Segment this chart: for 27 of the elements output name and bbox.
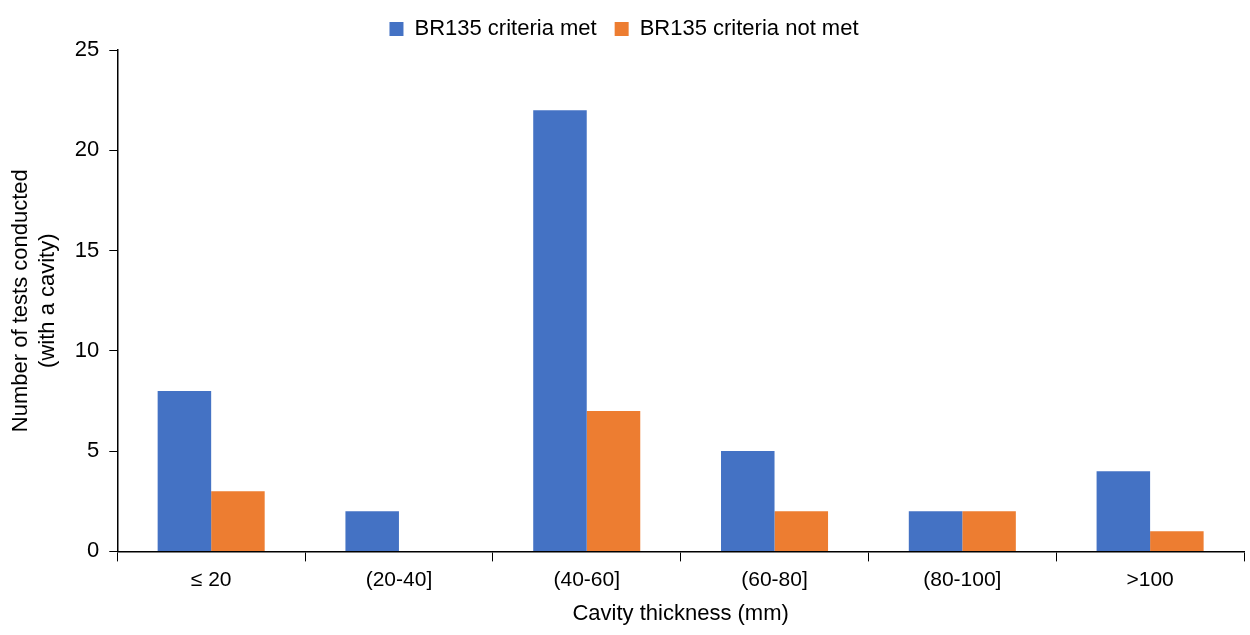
y-tick-label: 0 (87, 537, 100, 563)
legend-label: BR135 criteria met (414, 15, 597, 41)
bar (345, 511, 399, 551)
bar (774, 511, 829, 551)
x-tick-label: (80-100] (923, 566, 1002, 590)
x-tick-label: (40-60] (553, 566, 621, 590)
bar (1150, 531, 1204, 551)
bar (586, 411, 641, 551)
x-tick-label: (20-40] (365, 566, 433, 590)
bar (157, 390, 212, 551)
bar (1096, 471, 1151, 551)
x-tick-label: >100 (1126, 566, 1174, 590)
y-tick-label: 10 (74, 336, 100, 362)
legend-label: BR135 criteria not met (639, 15, 859, 41)
y-tick-label: 15 (74, 236, 100, 262)
bar (211, 491, 265, 551)
y-tick-label: 5 (87, 437, 100, 463)
y-tick-label: 25 (74, 36, 100, 62)
bar (721, 451, 775, 551)
bar (962, 511, 1016, 551)
x-tick-label: ≤ 20 (190, 566, 232, 590)
x-axis-title: Cavity thickness (mm) (572, 599, 789, 625)
bar (533, 110, 587, 551)
x-tick-label: (60-80] (741, 566, 808, 590)
y-tick-label: 20 (74, 136, 100, 162)
bar (908, 511, 963, 551)
y-axis-title: Number of tests conducted (with a cavity) (7, 169, 59, 433)
